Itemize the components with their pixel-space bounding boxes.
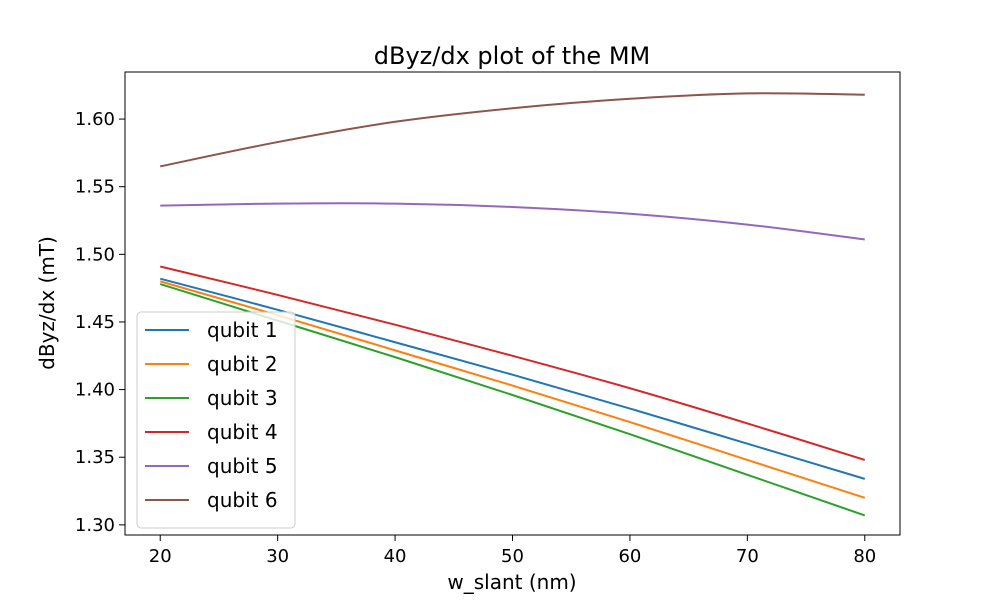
y-tick-label: 1.50 [75,244,115,265]
legend-label-qubit-3: qubit 3 [207,386,278,410]
legend-box [136,311,296,529]
x-tick-label: 80 [853,546,876,567]
y-tick-label: 1.35 [75,447,115,468]
legend-label-qubit-4: qubit 4 [207,420,278,444]
x-tick-label: 30 [266,546,289,567]
x-tick-label: 20 [149,546,172,567]
legend: qubit 1 qubit 2 qubit 3 qubit 4 qubit 5 qubit… [136,311,296,529]
x-tick-label: 70 [736,546,759,567]
legend-label-qubit-6: qubit 6 [207,488,278,512]
x-axis-ticks: 20 30 40 50 60 70 80 [149,535,876,567]
legend-label-qubit-1: qubit 1 [207,318,278,342]
y-tick-label: 1.40 [75,380,115,401]
chart-title: dByz/dx plot of the MM [374,42,650,70]
series-line-qubit-4 [159,265,866,461]
y-axis-label: dByz/dx (mT) [35,236,59,370]
x-tick-label: 50 [501,546,524,567]
y-tick-label: 1.45 [75,312,115,333]
y-tick-label: 1.30 [75,515,115,536]
legend-label-qubit-2: qubit 2 [207,352,278,376]
y-axis-ticks: 1.30 1.35 1.40 1.45 1.50 1.55 1.60 [75,109,125,536]
y-tick-label: 1.55 [75,177,115,198]
x-tick-label: 40 [384,546,407,567]
x-tick-label: 60 [618,546,641,567]
x-axis-label: w_slant (nm) [447,570,576,594]
y-tick-label: 1.60 [75,109,115,130]
series-line-qubit-1 [159,277,866,480]
legend-label-qubit-5: qubit 5 [207,454,278,478]
series-line-qubit-5 [160,202,865,241]
series-line-qubit-6 [160,92,865,168]
